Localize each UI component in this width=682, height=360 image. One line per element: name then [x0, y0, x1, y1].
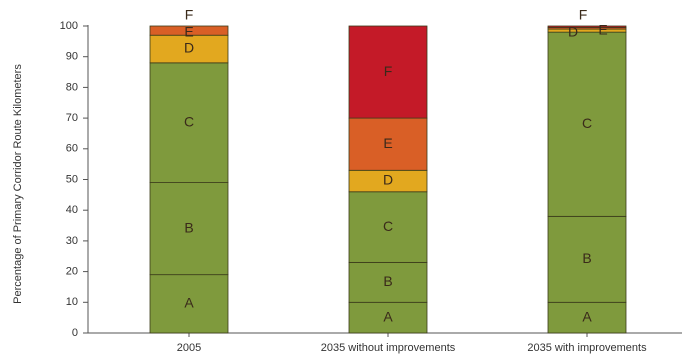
bar-segment-a [348, 301, 428, 334]
bar-segment-b [149, 182, 229, 276]
segment-label-b: B [383, 273, 392, 289]
y-tick-label: 40 [66, 204, 78, 216]
segment-label-f: F [384, 63, 393, 79]
segment-label-a: A [582, 308, 592, 324]
y-axis-title: Percentage of Primary Corridor Route Kil… [12, 64, 24, 304]
segment-label-e: E [184, 24, 193, 40]
x-tick-label: 2035 with improvements [527, 342, 647, 354]
axes: 0 10 20 30 40 50 60 70 80 90 100 2005 2035 without i… [60, 20, 682, 354]
bar-segment-d [547, 28, 627, 33]
bar-segment-f [348, 25, 428, 119]
segment-label-c: C [184, 113, 194, 129]
bar-segment-c [547, 31, 627, 217]
segment-label-d: D [568, 24, 578, 40]
segment-label-d: D [184, 40, 194, 56]
bar-segment-a [547, 301, 627, 334]
y-tick-label: 100 [60, 20, 78, 32]
bar-segment-c [348, 191, 428, 263]
segment-label-b: B [582, 250, 591, 266]
y-tick-label: 10 [66, 296, 78, 308]
bar-segment-d [149, 34, 229, 64]
x-tick-label: 2005 [177, 342, 201, 354]
segment-label-f: F [185, 7, 194, 23]
bar-segment-b [348, 261, 428, 303]
bars [149, 25, 627, 334]
bar-segment-f [547, 25, 627, 28]
segment-label-a: A [184, 295, 194, 311]
bar-segment-a [149, 274, 229, 334]
segment-label-d: D [383, 172, 393, 188]
y-tick-label: 50 [66, 173, 78, 185]
y-tick-label: 90 [66, 51, 78, 63]
segment-label-c: C [383, 218, 393, 234]
bar-segment-e [149, 25, 229, 36]
segment-label-c: C [582, 115, 592, 131]
y-tick-label: 20 [66, 266, 78, 278]
y-tick-label: 70 [66, 112, 78, 124]
y-tick-label: 80 [66, 81, 78, 93]
bar-segment-b [547, 215, 627, 303]
segment-label-e: E [598, 22, 607, 38]
x-tick-label: 2035 without improvements [321, 342, 456, 354]
segment-label-a: A [383, 308, 393, 324]
segment-label-e: E [383, 135, 392, 151]
segment-label-f: F [579, 7, 588, 23]
y-tick-label: 0 [72, 327, 78, 339]
segment-label-b: B [184, 219, 193, 235]
y-tick-label: 30 [66, 235, 78, 247]
y-tick-label: 60 [66, 143, 78, 155]
